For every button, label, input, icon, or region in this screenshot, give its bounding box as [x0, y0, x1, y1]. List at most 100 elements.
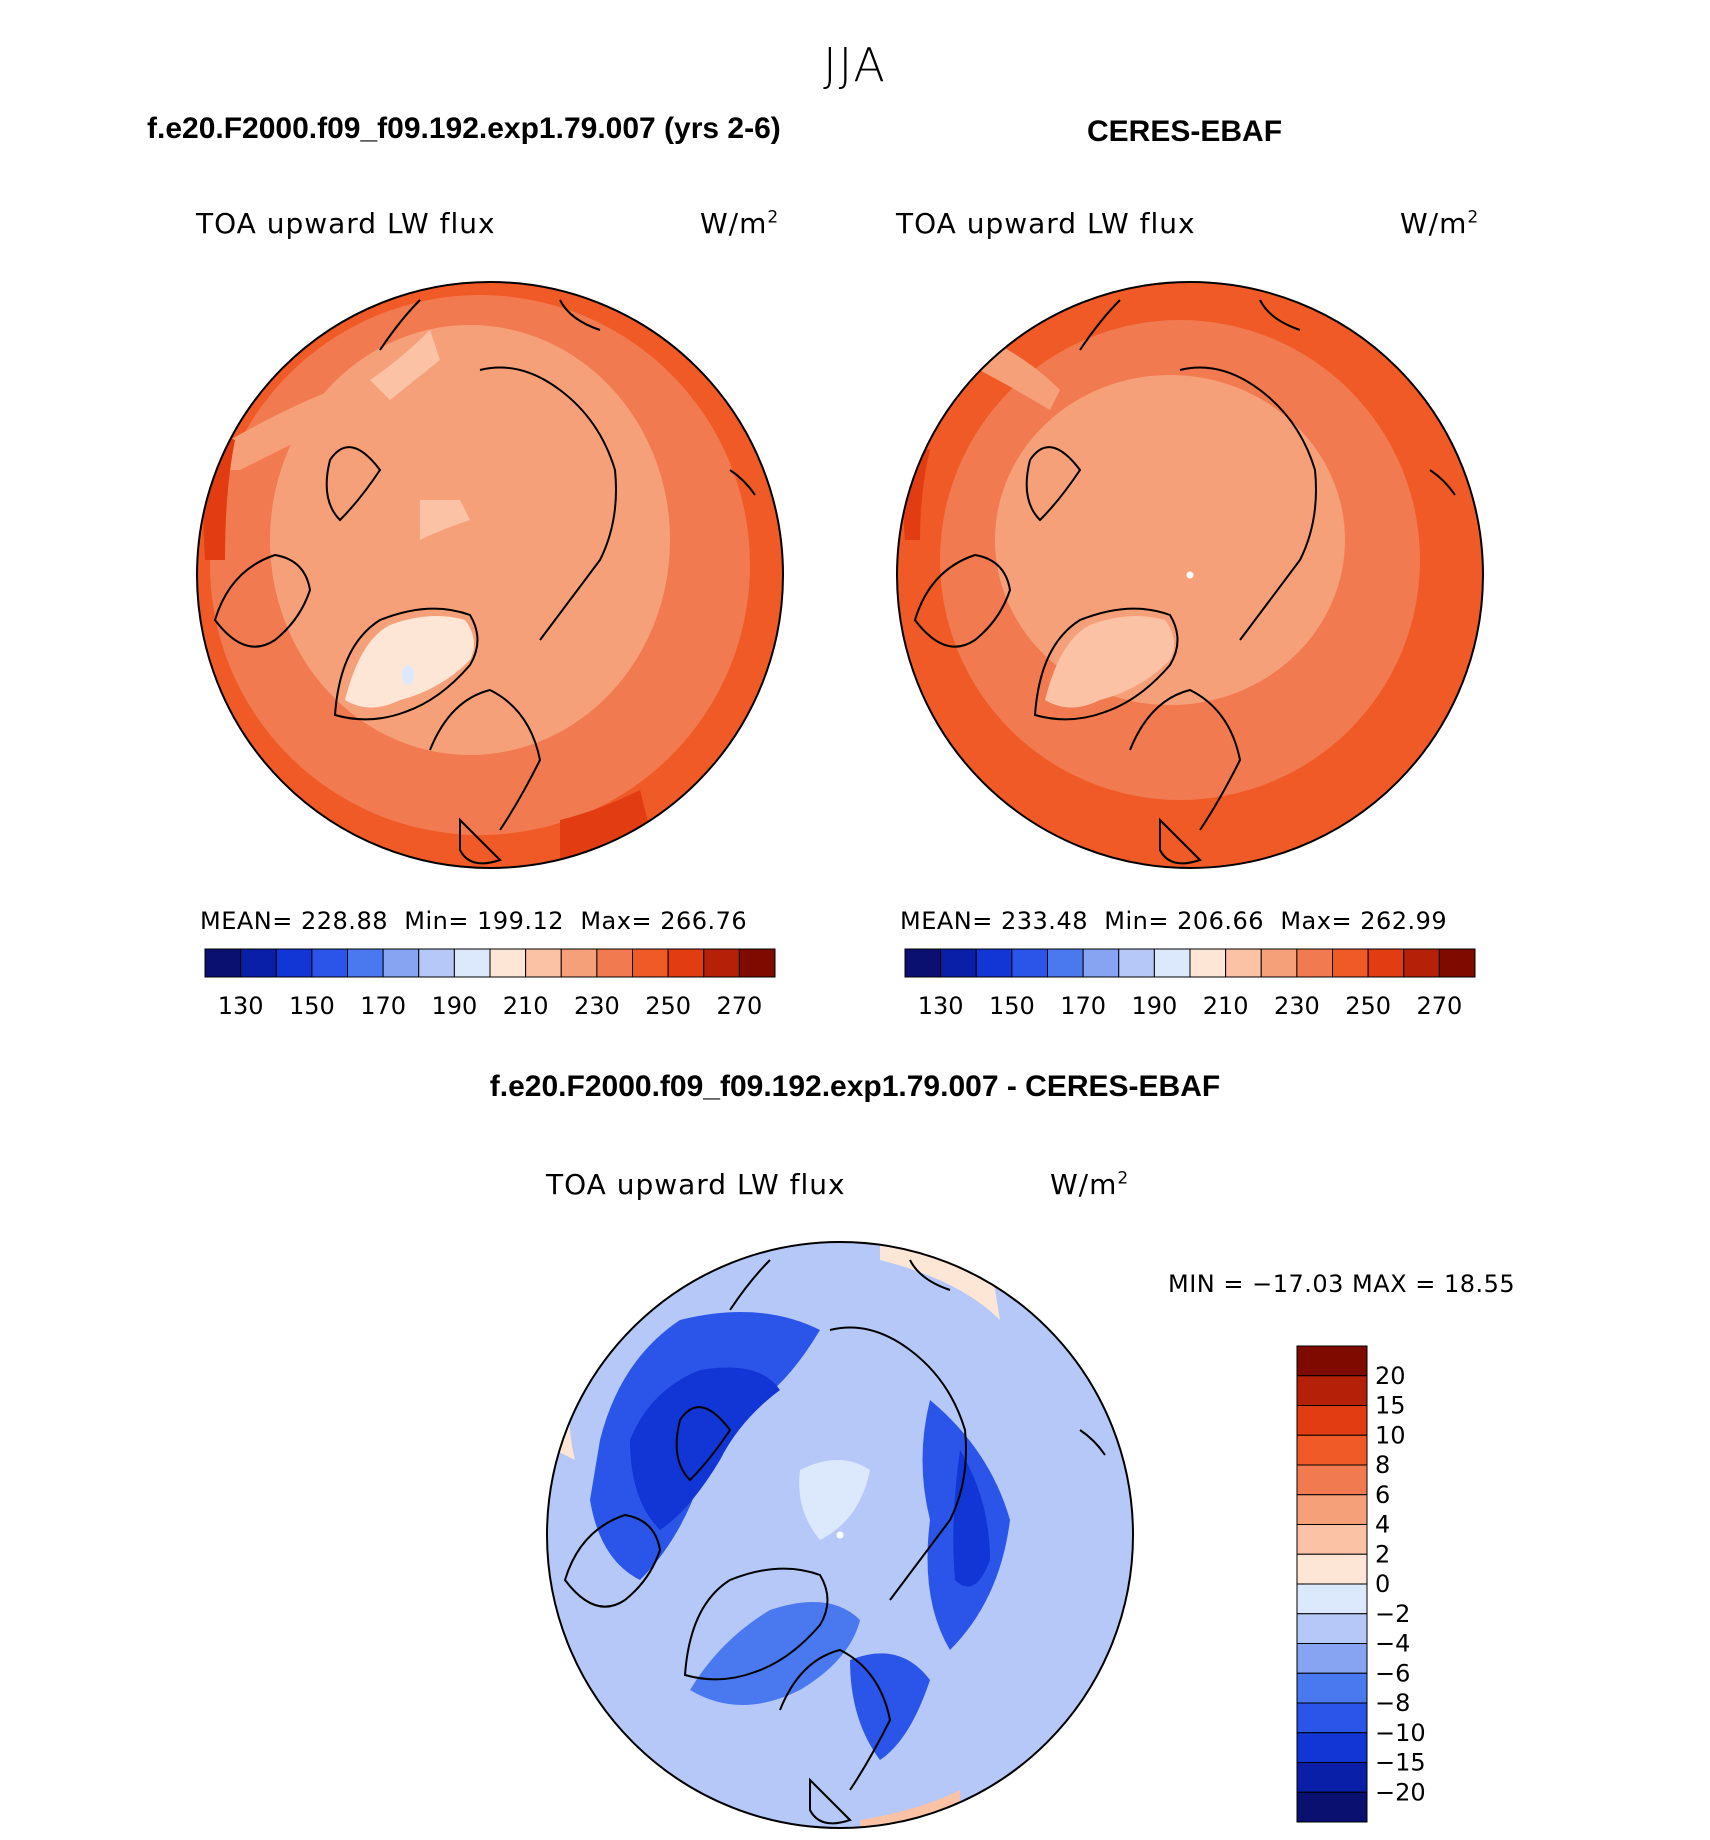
obs-colorbar-tick-label: 150	[989, 992, 1035, 1020]
diff-colorbar-box	[1296, 1405, 1368, 1436]
diff-colorbar-box	[1296, 1583, 1368, 1615]
obs-mean-label: MEAN=	[900, 907, 993, 935]
obs-colorbar-tick-label: 130	[918, 992, 964, 1020]
model-colorbar-tick-label: 210	[503, 992, 549, 1020]
diff-coastlines	[563, 1259, 1106, 1825]
obs-colorbar-tick-label: 250	[1345, 992, 1391, 1020]
obs-colorbar-box	[1332, 948, 1369, 978]
diff-colorbar-box	[1296, 1434, 1368, 1466]
diff-colorbar-tick-label: −2	[1375, 1600, 1410, 1628]
obs-min-value: 206.66	[1177, 907, 1265, 935]
obs-title: CERES-EBAF	[1087, 115, 1283, 148]
diff-colorbar-box	[1296, 1702, 1368, 1734]
model-units-exp: 2	[767, 207, 780, 228]
model-colorbar-box	[347, 948, 384, 978]
diff-colorbar-tick-label: 0	[1375, 1570, 1390, 1598]
diff-units-base: W/m	[1050, 1168, 1118, 1201]
diff-colorbar-tick-label: 2	[1375, 1540, 1390, 1568]
obs-map	[897, 282, 1483, 868]
obs-colorbar-box	[1367, 948, 1405, 978]
model-min-value: 199.12	[477, 907, 565, 935]
model-colorbar-box	[204, 948, 242, 978]
diff-map-border	[546, 1241, 1134, 1829]
diff-colorbar-box	[1296, 1762, 1368, 1793]
model-colorbar-box	[311, 948, 348, 978]
model-colorbar-box	[525, 948, 562, 978]
season-title: JJA	[823, 38, 887, 92]
obs-colorbar-box	[1011, 948, 1048, 978]
diff-variable-label: TOA upward LW flux	[546, 1168, 846, 1201]
diff-units-exp: 2	[1117, 1168, 1130, 1189]
obs-min-label: Min=	[1104, 907, 1169, 935]
diff-colorbar-tick-label: 20	[1375, 1362, 1406, 1390]
model-min-label: Min=	[404, 907, 469, 935]
model-colorbar-tick-label: 230	[574, 992, 620, 1020]
model-stats: MEAN= 228.88 Min= 199.12 Max= 266.76	[200, 907, 747, 935]
model-colorbar-tick-label: 250	[645, 992, 691, 1020]
model-colorbar-tick-label: 190	[431, 992, 477, 1020]
model-colorbar-box	[382, 948, 420, 978]
obs-colorbar-box	[975, 948, 1013, 978]
model-mean-value: 228.88	[301, 907, 388, 935]
obs-coastlines	[913, 299, 1456, 865]
obs-colorbar: 130 150 170 190 210 230 250 270	[904, 948, 1476, 1020]
obs-colorbar-box	[1153, 948, 1191, 978]
diff-colorbar-box	[1296, 1345, 1368, 1377]
model-colorbar-tick-label: 130	[218, 992, 264, 1020]
obs-colorbar-tick-label: 170	[1060, 992, 1106, 1020]
obs-colorbar-tick-label: 270	[1416, 992, 1462, 1020]
obs-colorbar-box	[940, 948, 977, 978]
obs-stats: MEAN= 233.48 Min= 206.66 Max= 262.99	[900, 907, 1447, 935]
obs-variable-label: TOA upward LW flux	[896, 207, 1196, 240]
model-colorbar-box	[418, 948, 455, 978]
model-colorbar-box	[275, 948, 313, 978]
obs-max-value: 262.99	[1360, 907, 1448, 935]
obs-colorbar-box	[1118, 948, 1155, 978]
diff-colorbar-tick-label: 6	[1375, 1481, 1390, 1509]
diff-colorbar-tick-label: −10	[1375, 1719, 1426, 1747]
obs-units-label: W/m2	[1400, 207, 1479, 240]
obs-map-border	[896, 281, 1484, 869]
diff-colorbar-tick-label: 4	[1375, 1511, 1390, 1539]
obs-colorbar-box	[1403, 948, 1440, 978]
diff-colorbar-tick-label: −6	[1375, 1659, 1410, 1687]
obs-colorbar-box	[1189, 948, 1227, 978]
diff-colorbar-tick-label: −8	[1375, 1689, 1410, 1717]
model-units-base: W/m	[700, 207, 768, 240]
diff-colorbar-tick-label: −15	[1375, 1749, 1426, 1777]
model-max-label: Max=	[580, 907, 653, 935]
model-max-value: 266.76	[660, 907, 748, 935]
obs-colorbar-tick-label: 210	[1203, 992, 1249, 1020]
model-variable-label: TOA upward LW flux	[196, 207, 496, 240]
obs-units-base: W/m	[1400, 207, 1468, 240]
obs-colorbar-box	[904, 948, 942, 978]
model-colorbar-tick-label: 170	[360, 992, 406, 1020]
obs-colorbar-box	[1047, 948, 1084, 978]
obs-units-exp: 2	[1467, 207, 1480, 228]
model-colorbar-tick-label: 150	[289, 992, 335, 1020]
diff-colorbar-box	[1296, 1732, 1368, 1763]
obs-colorbar-box	[1260, 948, 1298, 978]
diff-colorbar-box	[1296, 1464, 1368, 1496]
model-colorbar-box	[703, 948, 740, 978]
model-map-border	[196, 281, 784, 869]
obs-colorbar-box	[1225, 948, 1262, 978]
model-colorbar-box	[632, 948, 669, 978]
obs-mean-value: 233.48	[1001, 907, 1088, 935]
diff-colorbar-box	[1296, 1553, 1368, 1585]
diff-units-label: W/m2	[1050, 1168, 1129, 1201]
model-units-label: W/m2	[700, 207, 779, 240]
model-mean-label: MEAN=	[200, 907, 293, 935]
model-colorbar-box	[667, 948, 705, 978]
model-colorbar-box	[596, 948, 633, 978]
diff-colorbar-box	[1296, 1494, 1368, 1525]
obs-max-label: Max=	[1280, 907, 1353, 935]
diff-colorbar-tick-label: 8	[1375, 1451, 1390, 1479]
obs-colorbar-box	[1082, 948, 1120, 978]
diff-map	[547, 1242, 1133, 1828]
model-colorbar: 130 150 170 190 210 230 250 270	[204, 948, 776, 1020]
diff-colorbar-box	[1296, 1524, 1368, 1555]
diff-colorbar-tick-label: −4	[1375, 1630, 1410, 1658]
model-colorbar-box	[453, 948, 491, 978]
